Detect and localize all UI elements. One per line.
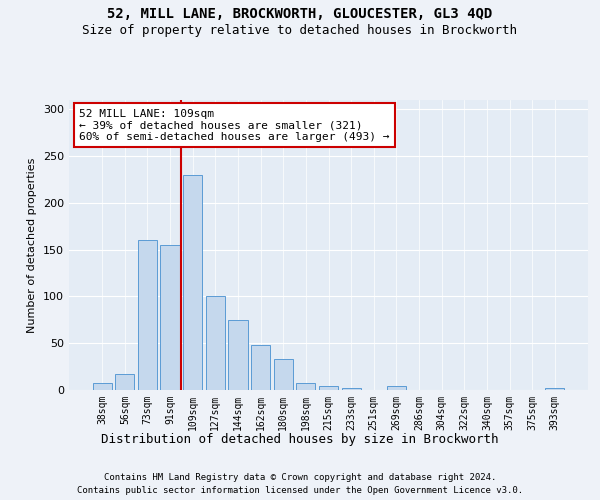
Bar — [183, 175, 202, 390]
Text: Contains HM Land Registry data © Crown copyright and database right 2024.: Contains HM Land Registry data © Crown c… — [104, 472, 496, 482]
Bar — [319, 386, 338, 390]
Text: Contains public sector information licensed under the Open Government Licence v3: Contains public sector information licen… — [77, 486, 523, 495]
Bar — [545, 388, 565, 390]
Y-axis label: Number of detached properties: Number of detached properties — [28, 158, 37, 332]
Text: Size of property relative to detached houses in Brockworth: Size of property relative to detached ho… — [83, 24, 517, 37]
Bar — [92, 384, 112, 390]
Bar — [138, 240, 157, 390]
Bar — [251, 345, 270, 390]
Bar — [115, 374, 134, 390]
Text: 52 MILL LANE: 109sqm
← 39% of detached houses are smaller (321)
60% of semi-deta: 52 MILL LANE: 109sqm ← 39% of detached h… — [79, 108, 390, 142]
Bar — [296, 384, 316, 390]
Bar — [387, 386, 406, 390]
Text: Distribution of detached houses by size in Brockworth: Distribution of detached houses by size … — [101, 432, 499, 446]
Bar — [206, 296, 225, 390]
Bar — [160, 245, 180, 390]
Bar — [341, 388, 361, 390]
Text: 52, MILL LANE, BROCKWORTH, GLOUCESTER, GL3 4QD: 52, MILL LANE, BROCKWORTH, GLOUCESTER, G… — [107, 8, 493, 22]
Bar — [274, 359, 293, 390]
Bar — [229, 320, 248, 390]
